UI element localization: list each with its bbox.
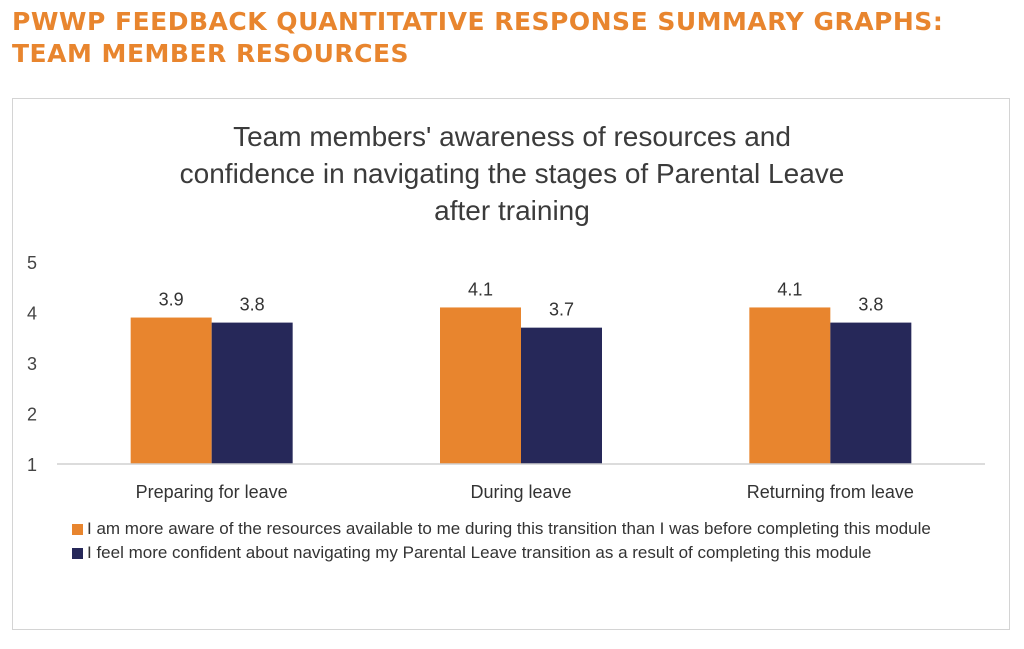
chart-title-line-3: after training [434, 195, 590, 226]
bar-series-2-2 [830, 322, 912, 464]
bar-value-label: 3.9 [159, 290, 184, 310]
legend-swatch-confident [72, 548, 83, 559]
legend-item-confident: I feel more confident about navigating m… [72, 542, 972, 564]
bar-value-label: 3.8 [858, 295, 883, 315]
bar-series-2-0 [211, 322, 293, 464]
x-category-label: Returning from leave [747, 482, 914, 502]
page-heading-line-2: TEAM MEMBER RESOURCES [12, 39, 410, 68]
bar-value-label: 3.8 [240, 295, 265, 315]
bar-series-1-2 [749, 307, 831, 464]
page-heading: PWWP FEEDBACK QUANTITATIVE RESPONSE SUMM… [12, 6, 1012, 70]
chart-title-line-2: confidence in navigating the stages of P… [179, 158, 845, 189]
legend-label-aware: I am more aware of the resources availab… [87, 519, 931, 538]
y-tick-label: 5 [27, 253, 37, 273]
bar-series-1-0 [130, 317, 212, 464]
y-tick-label: 4 [27, 304, 37, 324]
bar-series-1-1 [440, 307, 521, 464]
bar-value-label: 4.1 [468, 279, 493, 299]
bar-value-label: 4.1 [777, 279, 802, 299]
y-tick-label: 2 [27, 405, 37, 425]
legend-item-aware: I am more aware of the resources availab… [72, 518, 972, 540]
chart-title: Team members' awareness of resources and… [10, 118, 1014, 229]
bar-series-2-1 [521, 327, 602, 464]
x-category-label: Preparing for leave [136, 482, 288, 502]
legend-swatch-aware [72, 524, 83, 535]
chart-title-line-1: Team members' awareness of resources and [233, 121, 791, 152]
legend-label-confident: I feel more confident about navigating m… [87, 543, 872, 562]
page-heading-line-1: PWWP FEEDBACK QUANTITATIVE RESPONSE SUMM… [12, 7, 944, 36]
y-tick-label: 1 [27, 455, 37, 475]
bar-value-label: 3.7 [549, 300, 574, 320]
chart-legend: I am more aware of the resources availab… [72, 518, 972, 566]
y-tick-label: 3 [27, 354, 37, 374]
x-category-label: During leave [470, 482, 571, 502]
